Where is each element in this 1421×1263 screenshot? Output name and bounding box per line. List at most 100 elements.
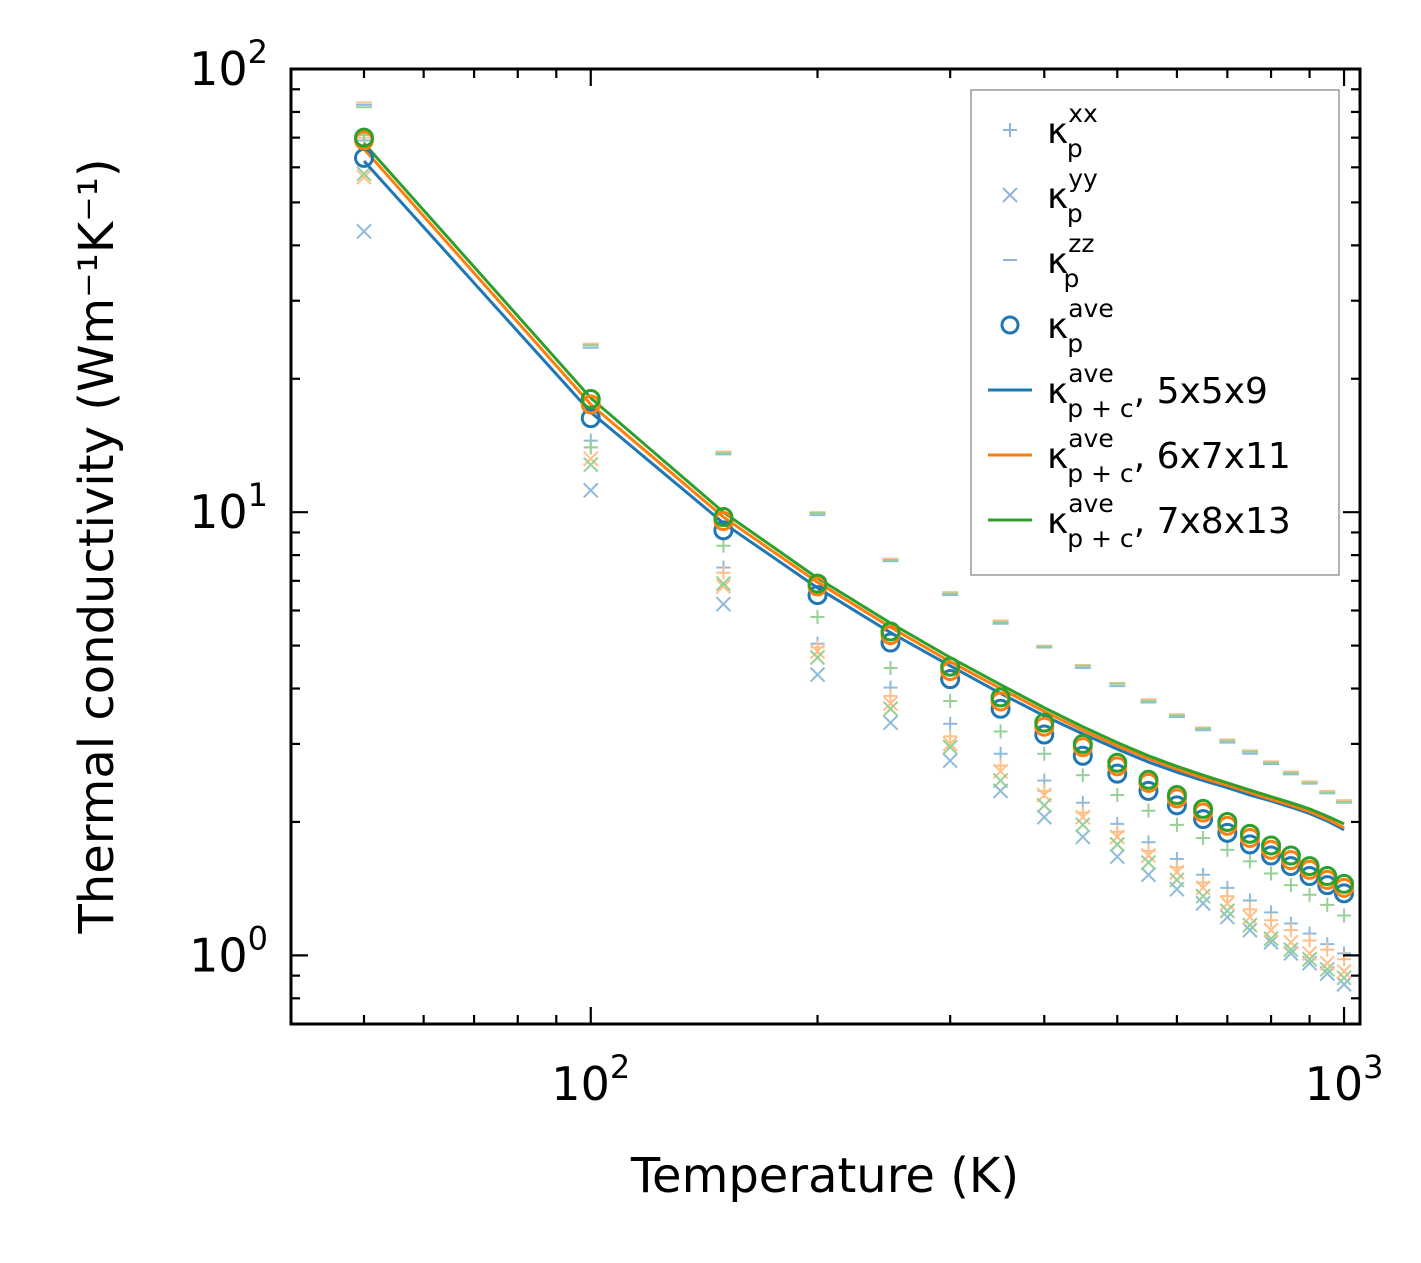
kave-point	[1138, 780, 1159, 801]
x-marker-b	[1319, 955, 1335, 971]
kave-point	[807, 573, 828, 594]
x-tick-label-base: 10	[551, 1057, 610, 1111]
legend-suffix: , 7x8x13	[1134, 501, 1291, 542]
x-marker-b	[809, 666, 826, 683]
kave-point	[1261, 845, 1282, 866]
kave-point	[580, 394, 601, 415]
kpc-line-7x8x13	[362, 142, 1345, 826]
x-tick-label: 102	[551, 1048, 630, 1111]
legend-subscript: p	[1063, 264, 1079, 293]
legend-symbol: κ	[1047, 241, 1068, 282]
x-marker-b	[882, 714, 899, 731]
legend-symbol: κ	[1047, 306, 1068, 347]
kave-point	[1072, 733, 1093, 754]
kave-point	[1217, 811, 1238, 832]
legend-entry: κyy p	[1002, 164, 1098, 228]
legend-label: κave p + c, 7x8x13	[1047, 489, 1291, 553]
legend-suffix: , 5x5x9	[1134, 371, 1268, 412]
x-marker-b	[1195, 895, 1211, 912]
kave-point	[1334, 873, 1355, 894]
x-marker-b	[1140, 847, 1157, 864]
kave-point	[1299, 856, 1320, 877]
legend-superscript: ave	[1068, 294, 1114, 323]
legend-entry: κxx p	[1003, 99, 1098, 163]
x-marker-b	[1319, 961, 1335, 978]
legend-circle-marker	[1000, 315, 1020, 335]
y-tick-label-exp: 0	[248, 919, 268, 957]
kave-point	[940, 656, 961, 677]
x-marker-b	[1336, 976, 1352, 993]
kave-point	[1034, 724, 1055, 745]
kave-point	[713, 507, 734, 528]
kpc-line-6x7x11	[362, 147, 1345, 830]
kave-point	[807, 585, 828, 606]
x-marker-b	[1002, 187, 1018, 203]
legend-entry: κave p + c, 6x7x11	[988, 424, 1291, 488]
kave-point	[1239, 834, 1260, 855]
x-marker-b	[583, 451, 599, 467]
x-marker-b	[1219, 909, 1236, 925]
y-axis-label: Thermal conductivity (Wm⁻¹K⁻¹)	[69, 158, 125, 934]
kave-point	[1107, 752, 1128, 773]
legend-symbol: κ	[1047, 436, 1068, 477]
x-marker-b	[882, 695, 899, 712]
x-marker-b	[1283, 941, 1299, 958]
x-marker-b	[715, 578, 732, 595]
x-marker-b	[1283, 934, 1299, 951]
x-marker-b	[1336, 970, 1352, 986]
x-marker-b	[942, 752, 958, 769]
x-marker-b	[1263, 934, 1279, 951]
x-marker-b	[1242, 917, 1258, 933]
kave-point	[1317, 866, 1338, 887]
x-marker-b	[1036, 809, 1052, 825]
x-marker-b	[882, 701, 899, 717]
kave-point	[880, 621, 901, 642]
kave-point	[580, 389, 601, 410]
legend-label: κxx p	[1047, 99, 1098, 163]
x-marker-b	[1169, 872, 1185, 888]
x-marker-b	[942, 736, 958, 752]
x-marker-b	[1283, 945, 1299, 962]
y-tick-label: 100	[189, 919, 268, 982]
legend-label: κyy p	[1047, 164, 1098, 228]
x-marker-b	[1075, 809, 1091, 825]
x-marker-b	[715, 575, 732, 592]
plot-area	[354, 101, 1355, 993]
y-tick-label-base: 10	[189, 485, 248, 539]
kave-point	[713, 520, 734, 541]
x-marker-b	[1263, 931, 1279, 947]
x-tick-label-exp: 2	[610, 1048, 630, 1086]
legend-superscript: ave	[1068, 424, 1114, 453]
y-tick-label-base: 10	[189, 42, 248, 96]
kave-point	[580, 408, 601, 429]
x-marker-b	[1219, 903, 1236, 919]
x-marker-b	[1242, 922, 1258, 938]
kave-point	[990, 698, 1011, 719]
legend-superscript: ave	[1068, 489, 1114, 518]
x-marker-b	[1195, 888, 1211, 904]
legend-superscript: zz	[1068, 229, 1094, 258]
legend-superscript: yy	[1068, 164, 1098, 193]
x-axis-label: Temperature (K)	[630, 1148, 1019, 1204]
y-tick-label: 101	[189, 476, 268, 539]
legend-symbol: κ	[1047, 371, 1068, 412]
x-marker-b	[356, 169, 372, 185]
legend-symbol: κ	[1047, 111, 1068, 152]
y-tick-label-exp: 2	[248, 33, 268, 71]
kave-point	[1166, 785, 1187, 806]
kave-point	[354, 127, 375, 148]
legend-label: κzz p	[1047, 229, 1094, 293]
legend-entry: κave p + c, 7x8x13	[988, 489, 1291, 553]
kave-point	[1193, 809, 1214, 830]
x-marker-b	[1140, 854, 1157, 871]
x-marker-b	[583, 482, 599, 499]
y-tick-label: 102	[189, 33, 268, 96]
kave-point	[1239, 823, 1260, 844]
x-marker-b	[1109, 829, 1125, 845]
legend-subscript: p	[1067, 329, 1083, 358]
x-tick-label: 103	[1305, 1048, 1384, 1111]
kave-points-7x8x13	[354, 127, 1355, 894]
